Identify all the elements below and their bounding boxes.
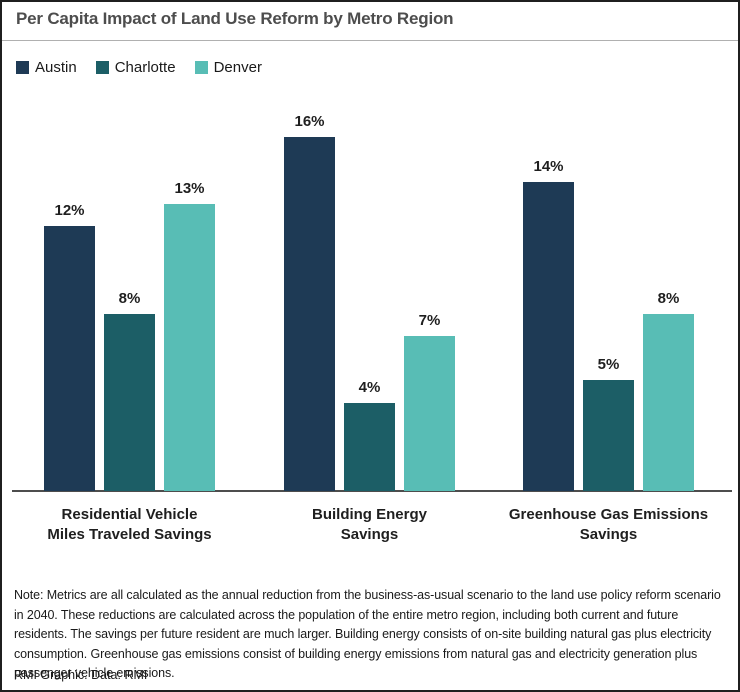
footnote: Note: Metrics are all calculated as the … — [14, 588, 721, 680]
legend-item-charlotte: Charlotte — [95, 59, 176, 76]
legend-label: Denver — [213, 59, 262, 76]
x-axis-category-label: Greenhouse Gas Emissions Savings — [508, 506, 709, 543]
header-divider — [2, 40, 738, 41]
bar-denver-group1 — [164, 204, 215, 491]
bar-value-label: 14% — [533, 158, 564, 175]
credit-line: RMI Graphic. Data: RMI — [14, 668, 148, 682]
bar-value-label: 8% — [118, 290, 141, 307]
legend-item-denver: Denver — [194, 59, 262, 76]
bar-value-label: 7% — [418, 312, 441, 329]
legend-swatch-icon — [194, 61, 208, 74]
bar-charlotte-group1 — [104, 314, 155, 491]
bar-value-label: 16% — [294, 113, 325, 130]
legend-item-austin: Austin — [16, 59, 77, 76]
legend-label: Charlotte — [114, 59, 176, 76]
bar-value-label: 8% — [657, 290, 680, 307]
legend-swatch-icon — [16, 61, 29, 74]
bar-charlotte-group3 — [583, 380, 634, 491]
x-axis-line — [12, 490, 732, 492]
chart-title: Per Capita Impact of Land Use Reform by … — [16, 9, 454, 28]
legend-label: Austin — [35, 59, 77, 76]
bar-charlotte-group2 — [344, 403, 395, 491]
bar-value-label: 13% — [174, 180, 205, 197]
bar-value-label: 4% — [358, 379, 381, 396]
bar-austin-group1 — [44, 226, 95, 491]
legend-swatch-icon — [95, 61, 109, 74]
bar-austin-group2 — [284, 137, 335, 491]
bar-value-label: 12% — [54, 202, 85, 219]
bar-denver-group2 — [404, 336, 455, 491]
x-axis-category-label: Building Energy Savings — [311, 506, 427, 543]
bar-austin-group3 — [523, 182, 574, 491]
bar-value-label: 5% — [597, 356, 620, 373]
bar-denver-group3 — [643, 314, 694, 491]
x-axis-category-label: Residential Vehicle Miles Traveled Savin… — [47, 506, 212, 543]
legend: Austin Charlotte Denver — [16, 59, 262, 76]
bar-chart: 12% 8% 13% 16% 4% 7% 14% 5% 8% — [2, 2, 738, 492]
